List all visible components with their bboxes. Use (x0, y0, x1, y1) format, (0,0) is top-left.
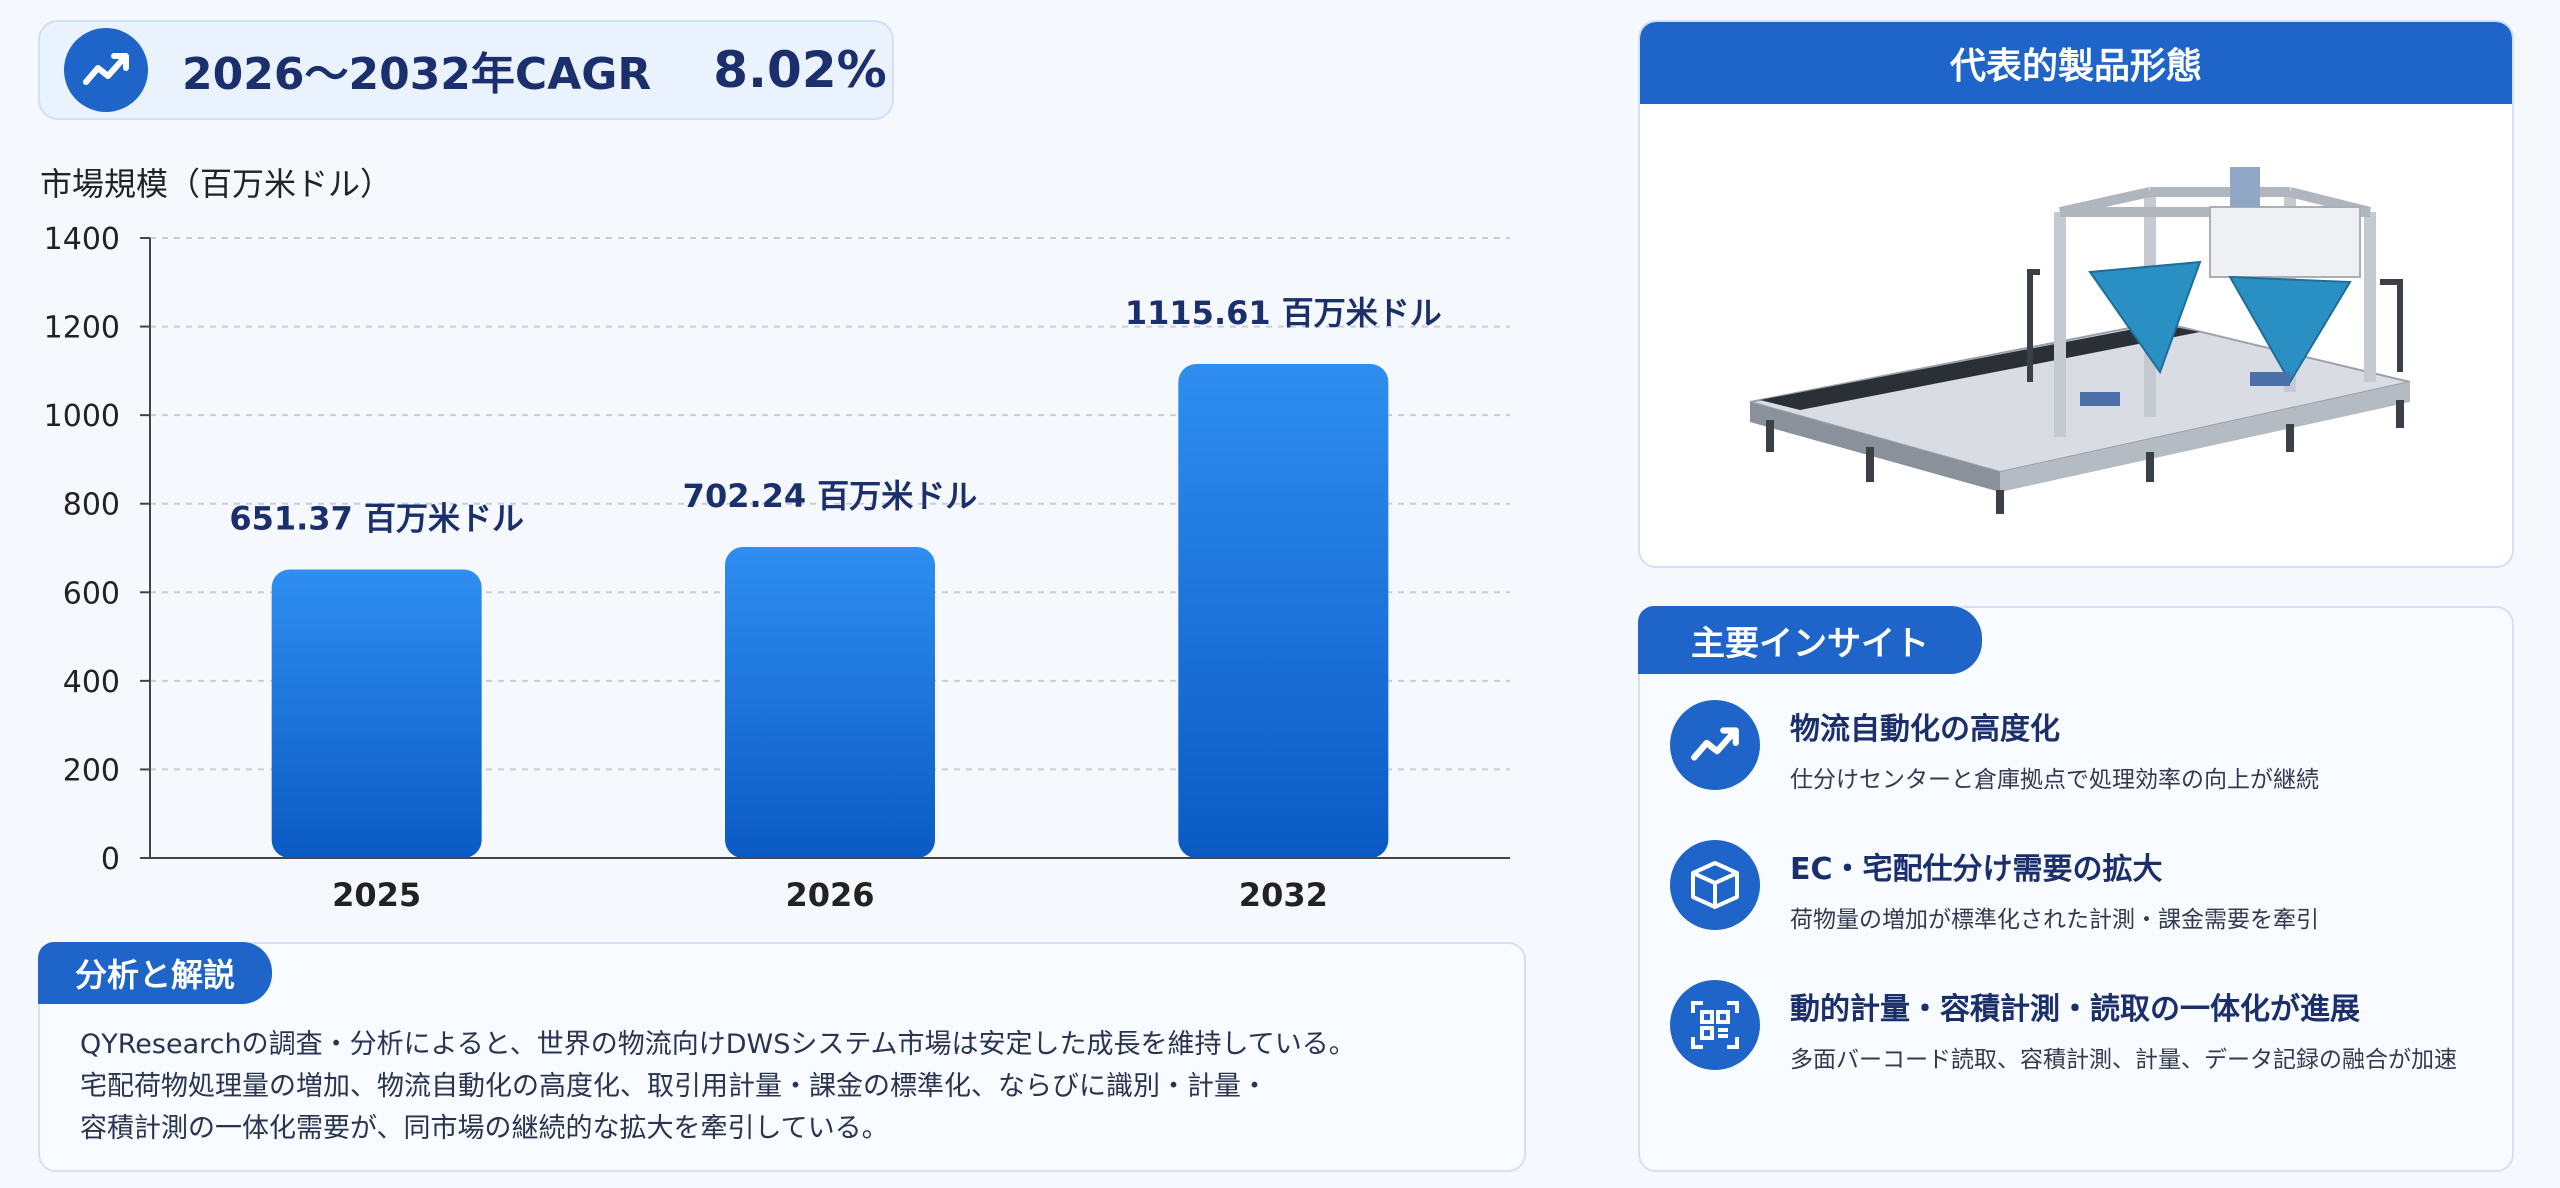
y-axis-label: 市場規模（百万米ドル） (40, 165, 392, 203)
trend-up-icon (1670, 700, 1760, 790)
insight-title: 動的計量・容積計測・読取の一体化が進展 (1790, 992, 2360, 1027)
y-tick-label: 1200 (44, 311, 120, 346)
chart-svg: 市場規模（百万米ドル） 0 200 400 600 800 1000 1200 1400 65… (40, 165, 1510, 914)
cagr-value: 8.02% (713, 41, 887, 99)
dws-machine-illustration (1749, 167, 2411, 514)
y-tick-label: 1000 (44, 399, 120, 434)
insights-title: 主要インサイト (1638, 606, 1982, 674)
cagr-label: 2026～2032年CAGR (182, 49, 652, 100)
y-tick-label: 0 (101, 842, 120, 877)
insight-title: 物流自動化の高度化 (1790, 712, 2060, 747)
market-size-chart: 市場規模（百万米ドル） 0 200 400 600 800 1000 1200 1400 65… (0, 150, 1560, 930)
y-tick-label: 200 (63, 753, 120, 788)
bar (271, 569, 482, 858)
x-tick-label: 2032 (1239, 876, 1328, 914)
insight-item: 物流自動化の高度化 仕分けセンターと倉庫拠点で処理効率の向上が継続 (1670, 700, 2490, 820)
insight-desc: 仕分けセンターと倉庫拠点で処理効率の向上が継続 (1790, 767, 2319, 793)
analysis-line: QYResearchの調査・分析によると、世界の物流向けDWSシステム市場は安定… (80, 1029, 1356, 1060)
bar (725, 547, 935, 858)
y-tick-label: 800 (63, 488, 120, 523)
y-tick-label: 600 (63, 576, 120, 611)
y-tick-label: 400 (63, 665, 120, 700)
insight-item: 動的計量・容積計測・読取の一体化が進展 多面バーコード読取、容積計測、計量、デー… (1670, 980, 2490, 1100)
insight-title: EC・宅配仕分け需要の拡大 (1790, 852, 2163, 887)
analysis-line: 宅配荷物処理量の増加、物流自動化の高度化、取引用計量・課金の標準化、ならびに識別… (80, 1071, 1268, 1102)
product-card: 代表的製品形態 (1638, 20, 2514, 568)
package-box-icon (1670, 840, 1760, 930)
insight-desc: 荷物量の増加が標準化された計測・課金需要を牽引 (1790, 907, 2319, 933)
insights-card: 主要インサイト 物流自動化の高度化 仕分けセンターと倉庫拠点で処理効率の向上が継… (1638, 606, 2514, 1172)
cagr-banner: 2026～2032年CAGR 8.02% (38, 20, 894, 120)
product-title: 代表的製品形態 (1640, 22, 2512, 104)
y-tick-label: 1400 (44, 222, 120, 257)
insight-item: EC・宅配仕分け需要の拡大 荷物量の増加が標準化された計測・課金需要を牽引 (1670, 840, 2490, 960)
x-tick-label: 2026 (785, 876, 874, 914)
x-tick-label: 2025 (332, 876, 421, 914)
bar-value-label: 702.24 百万米ドル (683, 477, 978, 515)
bar (1178, 363, 1389, 858)
analysis-line: 容積計測の一体化需要が、同市場の継続的な拡大を牽引している。 (80, 1113, 889, 1144)
bar-value-label: 1115.61 百万米ドル (1125, 294, 1442, 332)
qr-scan-icon (1670, 980, 1760, 1070)
insight-desc: 多面バーコード読取、容積計測、計量、データ記録の融合が加速 (1790, 1047, 2457, 1073)
analysis-body: QYResearchの調査・分析によると、世界の物流向けDWSシステム市場は安定… (80, 1024, 1500, 1150)
analysis-card: 分析と解説 QYResearchの調査・分析によると、世界の物流向けDWSシステ… (38, 942, 1526, 1172)
trend-up-icon (64, 28, 148, 112)
bar-value-label: 651.37 百万米ドル (229, 500, 524, 538)
analysis-title: 分析と解説 (38, 942, 272, 1004)
